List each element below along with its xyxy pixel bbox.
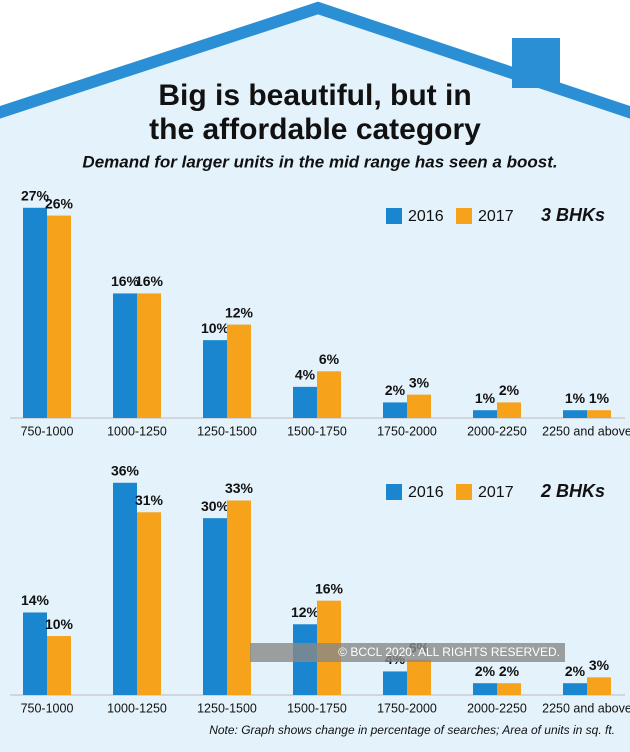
value-label: 4% bbox=[295, 367, 316, 383]
value-label: 16% bbox=[111, 273, 140, 289]
x-tick-label: 1500-1750 bbox=[287, 701, 347, 715]
x-tick-label: 1750-2000 bbox=[377, 424, 437, 438]
title-line: Big is beautiful, but in bbox=[158, 79, 471, 112]
bar bbox=[47, 636, 71, 695]
bar bbox=[203, 340, 227, 418]
x-tick-label: 1250-1500 bbox=[197, 701, 257, 715]
x-tick-label: 1250-1500 bbox=[197, 424, 257, 438]
value-label: 14% bbox=[21, 592, 50, 608]
bar bbox=[137, 512, 161, 695]
bar bbox=[137, 293, 161, 418]
x-tick-label: 1500-1750 bbox=[287, 424, 347, 438]
watermark-bg bbox=[250, 643, 565, 662]
value-label: 10% bbox=[201, 320, 230, 336]
bar bbox=[113, 293, 137, 418]
value-label: 31% bbox=[135, 492, 164, 508]
value-label: 3% bbox=[409, 374, 430, 390]
note: Note: Graph shows change in percentage o… bbox=[209, 723, 615, 737]
value-label: 2% bbox=[565, 663, 586, 679]
bar bbox=[497, 402, 521, 418]
x-tick-label: 750-1000 bbox=[21, 424, 74, 438]
bar bbox=[473, 683, 497, 695]
bar bbox=[113, 482, 137, 695]
value-label: 16% bbox=[135, 273, 164, 289]
bar bbox=[23, 207, 47, 418]
bar bbox=[383, 671, 407, 695]
x-tick-label: 1000-1250 bbox=[107, 701, 167, 715]
value-label: 33% bbox=[225, 480, 254, 496]
chart-label: 2 BHKs bbox=[540, 481, 605, 501]
legend-swatch bbox=[456, 208, 472, 224]
value-label: 6% bbox=[319, 351, 340, 367]
value-label: 2% bbox=[385, 382, 406, 398]
value-label: 2% bbox=[499, 663, 520, 679]
value-label: 2% bbox=[475, 663, 496, 679]
bar bbox=[563, 410, 587, 418]
value-label: 16% bbox=[315, 580, 344, 596]
bar bbox=[383, 402, 407, 418]
bar bbox=[407, 659, 431, 695]
value-label: 2% bbox=[499, 382, 520, 398]
bar bbox=[23, 612, 47, 695]
bar bbox=[47, 215, 71, 418]
x-tick-label: 2250 and above bbox=[542, 424, 630, 438]
value-label: 12% bbox=[291, 604, 320, 620]
charts: 750-100027%26%1000-125016%16%1250-150010… bbox=[10, 187, 630, 715]
legend-label: 2017 bbox=[478, 208, 514, 225]
watermark: © BCCL 2020. ALL RIGHTS RESERVED. bbox=[338, 645, 560, 659]
x-tick-label: 2250 and above bbox=[542, 701, 630, 715]
bar bbox=[563, 683, 587, 695]
value-label: 30% bbox=[201, 498, 230, 514]
x-tick-label: 2000-2250 bbox=[467, 424, 527, 438]
x-tick-label: 750-1000 bbox=[21, 701, 74, 715]
bar bbox=[587, 410, 611, 418]
value-label: 27% bbox=[21, 187, 50, 203]
bar bbox=[227, 500, 251, 695]
value-label: 1% bbox=[565, 390, 586, 406]
value-label: 36% bbox=[111, 462, 140, 478]
value-label: 3% bbox=[589, 657, 610, 673]
bar bbox=[587, 677, 611, 695]
legend-label: 2017 bbox=[478, 484, 514, 501]
legend-label: 2016 bbox=[408, 484, 444, 501]
x-tick-label: 1000-1250 bbox=[107, 424, 167, 438]
subtitle: Demand for larger units in the mid range… bbox=[82, 152, 557, 171]
value-label: 26% bbox=[45, 195, 74, 211]
value-label: 10% bbox=[45, 616, 74, 632]
bar bbox=[407, 394, 431, 418]
legend-label: 2016 bbox=[408, 208, 444, 225]
x-tick-label: 2000-2250 bbox=[467, 701, 527, 715]
legend-swatch bbox=[386, 484, 402, 500]
bar bbox=[473, 410, 497, 418]
bar bbox=[497, 683, 521, 695]
legend-swatch bbox=[386, 208, 402, 224]
value-label: 1% bbox=[475, 390, 496, 406]
legend-swatch bbox=[456, 484, 472, 500]
bar bbox=[203, 518, 227, 695]
value-label: 12% bbox=[225, 304, 254, 320]
value-label: 1% bbox=[589, 390, 610, 406]
x-tick-label: 1750-2000 bbox=[377, 701, 437, 715]
bar bbox=[317, 371, 341, 418]
bar bbox=[227, 324, 251, 418]
roof bbox=[0, 1, 630, 119]
bar bbox=[293, 386, 317, 418]
chart-label: 3 BHKs bbox=[541, 205, 605, 225]
title-line: the affordable category bbox=[149, 113, 481, 146]
